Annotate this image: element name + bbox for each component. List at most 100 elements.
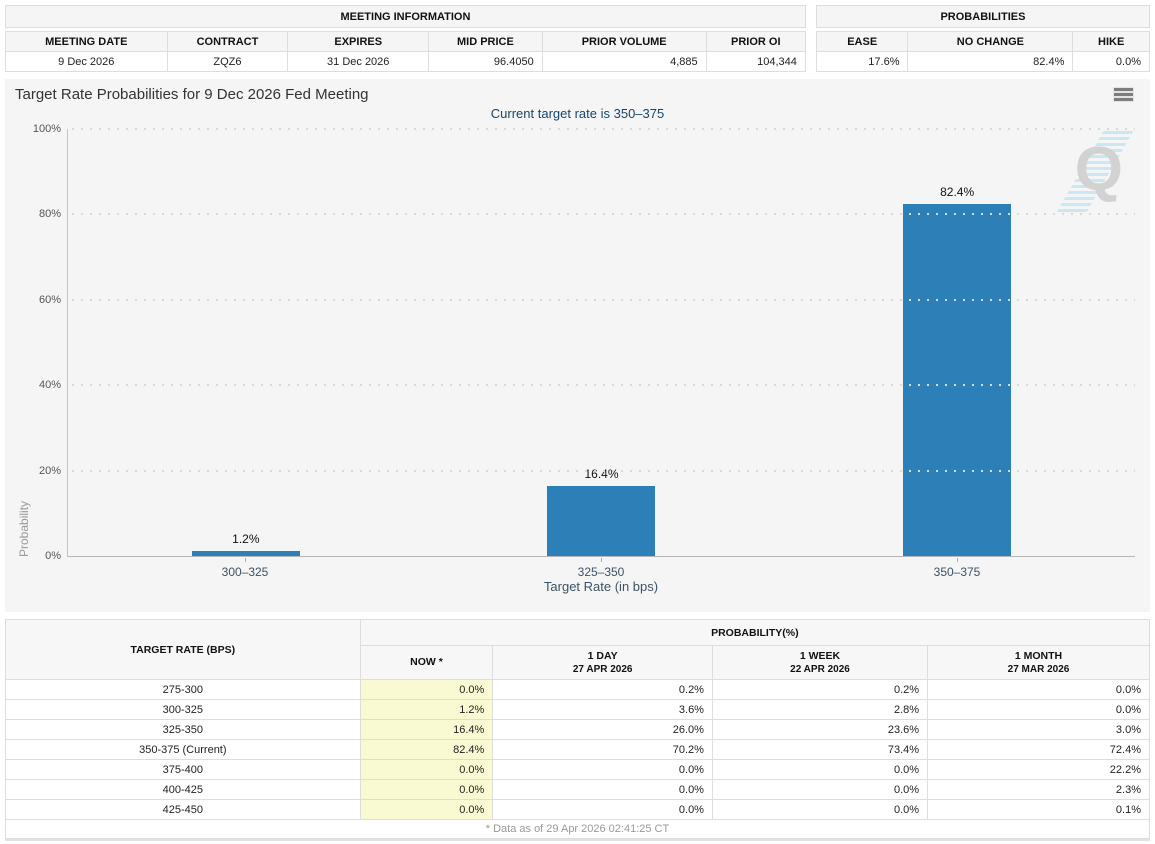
- x-tick-mark: [600, 558, 602, 562]
- meeting-info-header-cell: PRIOR OI: [705, 31, 806, 52]
- chart-subtitle: Current target rate is 350–375: [490, 106, 665, 121]
- probability-column-header: 1 DAY 27 APR 2026: [492, 645, 713, 680]
- bar-300–325[interactable]: 1.2%: [191, 532, 300, 556]
- one-week-cell: 23.6%: [711, 719, 929, 740]
- fedwatch-chart-panel: Target Rate Probabilities for 9 Dec 2026…: [5, 79, 1150, 612]
- probabilities-header-cell: EASE: [815, 31, 909, 52]
- probability-column-header: 1 MONTH 27 MAR 2026: [927, 645, 1150, 680]
- probabilities-value-cell: 0.0%: [1072, 51, 1150, 72]
- column-sub-label: 22 APR 2026: [790, 663, 850, 675]
- column-label: 1 WEEK: [799, 649, 841, 662]
- one-month-cell: 0.0%: [927, 679, 1150, 700]
- meeting-info-header-cell: PRIOR VOLUME: [541, 31, 707, 52]
- meeting-info-value-cell: 104,344: [705, 51, 806, 72]
- now-cell: 82.4%: [359, 739, 494, 760]
- one-day-cell: 3.6%: [492, 699, 713, 720]
- gridline: [72, 128, 1135, 130]
- column-sub-label: 27 APR 2026: [572, 663, 633, 675]
- y-axis-tick-label: 0%: [45, 550, 61, 562]
- probability-column-header: 1 WEEK 22 APR 2026: [711, 645, 929, 680]
- top-summary-row: MEETING INFORMATION MEETING DATE CONTRACT…: [5, 5, 1150, 72]
- now-cell: 16.4%: [359, 719, 494, 740]
- meeting-info-value-cell: 4,885: [541, 51, 707, 72]
- x-axis-ticks: 300–325 325–350 350–375: [67, 558, 1135, 579]
- one-day-cell: 0.2%: [492, 679, 713, 700]
- x-tick-label: 300–325: [221, 565, 269, 579]
- y-axis-tick-label: 100%: [32, 123, 61, 135]
- bar-325–350[interactable]: 16.4%: [547, 467, 656, 556]
- bar-value-label: 82.4%: [940, 185, 975, 200]
- meeting-information-panel: MEETING INFORMATION MEETING DATE CONTRACT…: [5, 5, 806, 72]
- probability-group-header: PROBABILITY(%): [359, 619, 1151, 646]
- meeting-info-header-cell: MEETING DATE: [5, 31, 168, 52]
- table-row: 425-450 0.0% 0.0% 0.0% 0.1%: [5, 799, 1150, 820]
- meeting-info-value-cell: ZQZ6: [166, 51, 289, 72]
- chart-menu-hamburger-icon[interactable]: [1114, 88, 1133, 103]
- meeting-info-value-cell: 96.4050: [428, 51, 543, 72]
- x-axis-tick: 325–350: [423, 558, 779, 579]
- x-tick-label: 350–375: [933, 565, 981, 579]
- watermark-q-letter: Q: [1074, 135, 1123, 204]
- one-week-cell: 0.0%: [711, 799, 929, 820]
- rate-cell: 300-325: [5, 699, 361, 720]
- one-week-cell: 0.0%: [711, 759, 929, 780]
- column-label: 1 MONTH: [1014, 649, 1063, 662]
- now-cell: 0.0%: [359, 679, 494, 700]
- one-day-cell: 70.2%: [492, 739, 713, 760]
- rate-cell: 375-400: [5, 759, 361, 780]
- meeting-information-table: MEETING DATE CONTRACT EXPIRES MID PRICE PRIO…: [5, 31, 806, 72]
- meeting-info-value-cell: 9 Dec 2026: [5, 51, 168, 72]
- probabilities-value-cell: 17.6%: [815, 51, 909, 72]
- table-row: 400-425 0.0% 0.0% 0.0% 2.3%: [5, 779, 1150, 800]
- probabilities-table: EASE NO CHANGE HIKE 17.6% 82.4% 0.0%: [815, 31, 1150, 72]
- quikstrike-watermark-icon: Q: [1047, 131, 1134, 215]
- x-axis-tick: 350–375: [779, 558, 1135, 579]
- probabilities-panel: PROBABILITIES EASE NO CHANGE HIKE 17.6% 82.…: [815, 5, 1150, 72]
- one-month-cell: 72.4%: [927, 739, 1150, 760]
- one-month-cell: 0.0%: [927, 699, 1150, 720]
- probabilities-header-cell: NO CHANGE: [907, 31, 1074, 52]
- bar-350–375[interactable]: 82.4%: [903, 185, 1012, 556]
- one-day-cell: 26.0%: [492, 719, 713, 740]
- column-label: 1 DAY: [587, 649, 618, 662]
- rate-cell: 275-300: [5, 679, 361, 700]
- x-tick-mark: [956, 558, 958, 562]
- one-week-cell: 2.8%: [711, 699, 929, 720]
- probability-column-header: NOW *: [359, 645, 494, 680]
- x-axis-tick: 300–325: [67, 558, 423, 579]
- now-cell: 1.2%: [359, 699, 494, 720]
- rate-cell: 350-375 (Current): [5, 739, 361, 760]
- data-as-of-footnote: * Data as of 29 Apr 2026 02:41:25 CT: [5, 819, 1150, 839]
- y-axis-tick-label: 60%: [38, 293, 61, 306]
- probability-table: TARGET RATE (BPS) PROBABILITY(%) NOW * 1 …: [5, 619, 1151, 839]
- table-row: 275-300 0.0% 0.2% 0.2% 0.0%: [5, 679, 1150, 700]
- probabilities-header-cell: HIKE: [1072, 31, 1150, 52]
- meeting-info-header-cell: CONTRACT: [166, 31, 289, 52]
- x-tick-mark: [244, 558, 246, 562]
- one-day-cell: 0.0%: [492, 759, 713, 780]
- one-month-cell: 2.3%: [927, 779, 1150, 800]
- rate-cell: 325-350: [5, 719, 361, 740]
- y-axis-tick-label: 80%: [38, 208, 61, 221]
- probabilities-title: PROBABILITIES: [815, 5, 1150, 28]
- plot-area: Q 1.2% 16.4% 82.4% 0% 20% 40% 60% 80% 100%: [33, 123, 1135, 562]
- table-row: 375-400 0.0% 0.0% 0.0% 22.2%: [5, 759, 1150, 780]
- probability-table-section: TARGET RATE (BPS) PROBABILITY(%) NOW * 1 …: [5, 619, 1151, 841]
- meeting-info-header-cell: EXPIRES: [287, 31, 430, 52]
- one-week-cell: 0.2%: [711, 679, 929, 700]
- gridline: [72, 298, 1135, 301]
- gridline: [72, 469, 1135, 472]
- chart-title: Target Rate Probabilities for 9 Dec 2026…: [15, 86, 369, 103]
- meeting-information-title: MEETING INFORMATION: [5, 5, 806, 28]
- x-tick-label: 325–350: [577, 565, 625, 579]
- one-day-cell: 0.0%: [492, 779, 713, 800]
- gridline: [72, 384, 1135, 387]
- column-label: NOW *: [410, 656, 443, 669]
- table-row: 350-375 (Current) 82.4% 70.2% 73.4% 72.4%: [5, 739, 1150, 760]
- now-cell: 0.0%: [359, 779, 494, 800]
- y-axis-tick-label: 40%: [38, 379, 61, 392]
- column-sub-label: 27 MAR 2026: [1007, 663, 1070, 675]
- one-day-cell: 0.0%: [492, 799, 713, 820]
- one-month-cell: 0.1%: [927, 799, 1150, 820]
